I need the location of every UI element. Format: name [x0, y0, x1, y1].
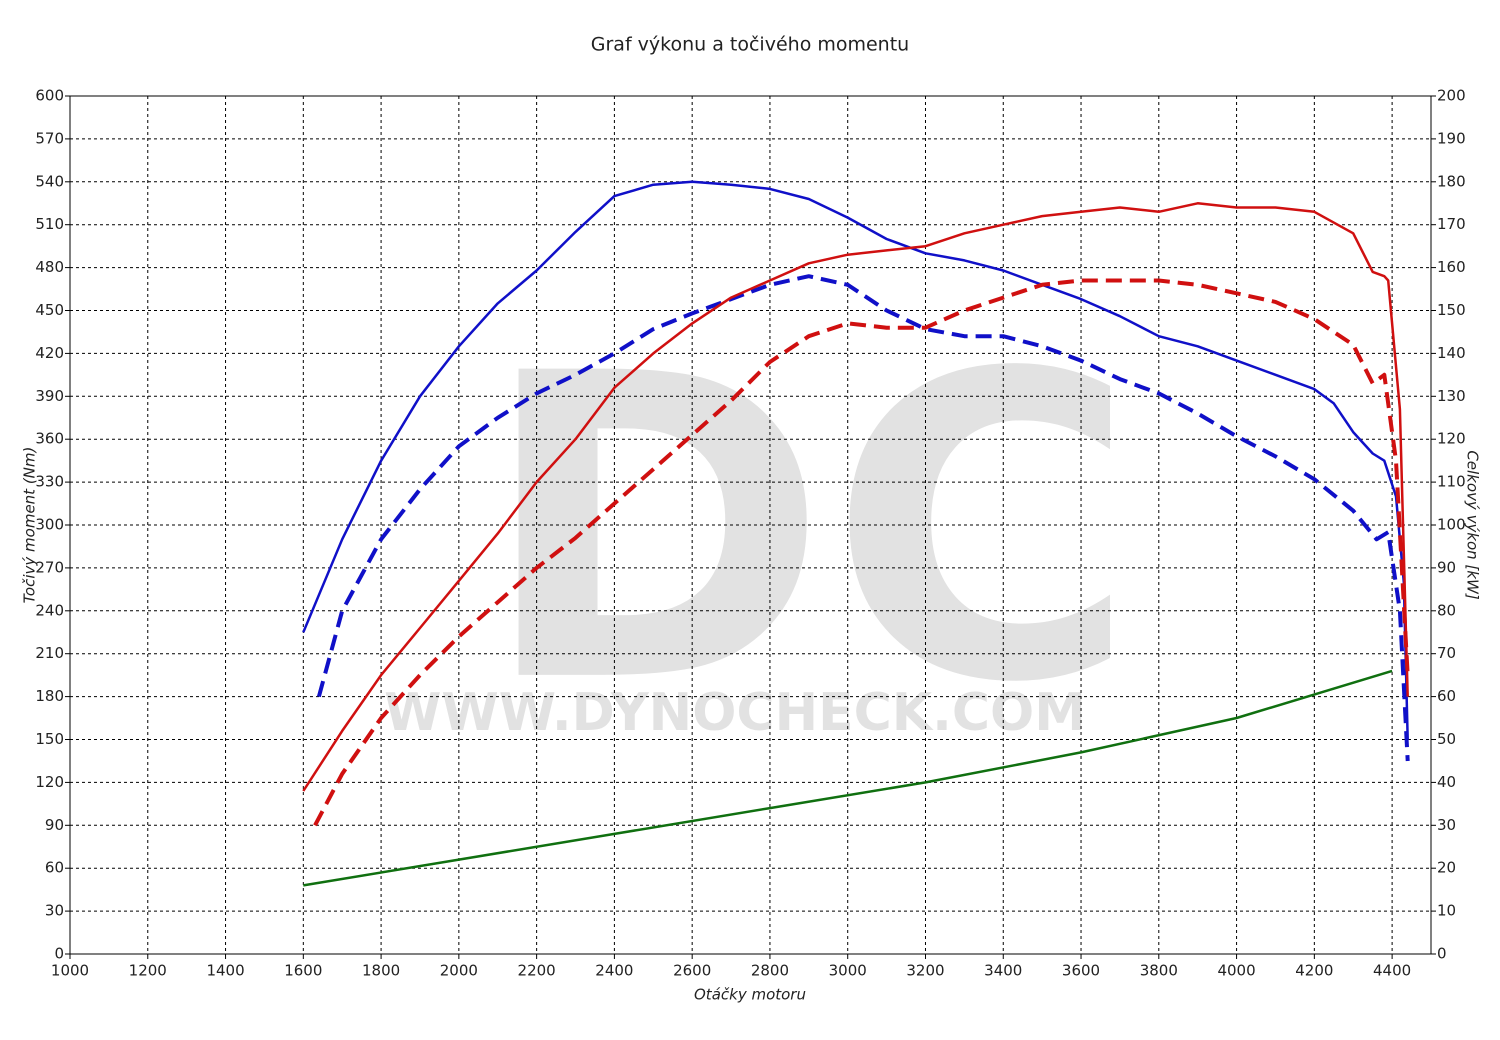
- x-tick-label: 4000: [1217, 962, 1255, 980]
- y2-tick-label: 120: [1437, 430, 1466, 448]
- y-tick-label: 150: [35, 730, 64, 748]
- y2-tick-label: 160: [1437, 258, 1466, 276]
- y2-tick-label: 100: [1437, 516, 1466, 534]
- watermark-url: WWW.DYNOCHECK.COM: [384, 683, 1086, 743]
- x-tick-label: 2200: [518, 962, 556, 980]
- series-line: [302, 202, 1409, 792]
- x-tick-label: 3600: [1062, 962, 1100, 980]
- x-tick-label: 3800: [1140, 962, 1178, 980]
- x-tick-label: 4400: [1373, 962, 1411, 980]
- plot-frame: [69, 95, 1432, 955]
- y-tick-label: 540: [35, 172, 64, 190]
- y2-tick-label: 190: [1437, 129, 1466, 147]
- x-tick-label: 1000: [51, 962, 89, 980]
- x-tick-label: 1400: [206, 962, 244, 980]
- x-tick-label: 3000: [829, 962, 867, 980]
- y-axis-label: Točivý moment (Nm): [21, 447, 39, 604]
- y2-tick-label: 20: [1437, 859, 1456, 877]
- x-tick-label: 2800: [751, 962, 789, 980]
- y-tick-label: 360: [35, 430, 64, 448]
- y-tick-label: 180: [35, 687, 64, 705]
- y-tick-label: 480: [35, 258, 64, 276]
- y-tick-label: 570: [35, 129, 64, 147]
- y-tick-label: 60: [45, 859, 64, 877]
- y-tick-label: 330: [35, 473, 64, 491]
- y2-tick-label: 140: [1437, 344, 1466, 362]
- y-tick-label: 600: [35, 87, 64, 105]
- x-tick-label: 2600: [673, 962, 711, 980]
- x-tick-label: 1200: [129, 962, 167, 980]
- chart-title: Graf výkonu a točivého momentu: [591, 34, 909, 56]
- y-tick-label: 300: [35, 516, 64, 534]
- x-tick-label: 2400: [595, 962, 633, 980]
- series-line: [302, 180, 1409, 740]
- x-tick-label: 3200: [906, 962, 944, 980]
- y2-tick-label: 40: [1437, 773, 1456, 791]
- y-tick-label: 210: [35, 644, 64, 662]
- series-line: [316, 274, 1410, 762]
- y2-tick-label: 180: [1437, 172, 1466, 190]
- y-tick-label: 0: [54, 945, 64, 963]
- y2-tick-label: 170: [1437, 215, 1466, 233]
- y-tick-label: 420: [35, 344, 64, 362]
- y2-tick-label: 150: [1437, 301, 1466, 319]
- x-tick-label: 1800: [362, 962, 400, 980]
- y2-tick-label: 110: [1437, 473, 1466, 491]
- x-tick-label: 2000: [440, 962, 478, 980]
- x-tick-label: 4200: [1295, 962, 1333, 980]
- y2-tick-label: 30: [1437, 816, 1456, 834]
- y2-axis-label: Celkový výkon [kW]: [1464, 450, 1482, 600]
- y-tick-label: 270: [35, 558, 64, 576]
- y2-tick-label: 60: [1437, 687, 1456, 705]
- y2-tick-label: 10: [1437, 902, 1456, 920]
- y2-tick-label: 50: [1437, 730, 1456, 748]
- y-tick-label: 240: [35, 601, 64, 619]
- series-line: [303, 669, 1393, 887]
- y2-tick-label: 80: [1437, 601, 1456, 619]
- y2-tick-label: 130: [1437, 387, 1466, 405]
- y-tick-label: 390: [35, 387, 64, 405]
- series-line: [313, 278, 1410, 827]
- x-axis-label: Otáčky motoru: [694, 986, 806, 1004]
- x-tick-label: 3400: [984, 962, 1022, 980]
- x-tick-label: 1600: [284, 962, 322, 980]
- y2-tick-label: 200: [1437, 87, 1466, 105]
- y-tick-label: 450: [35, 301, 64, 319]
- y2-tick-label: 90: [1437, 558, 1456, 576]
- y-tick-label: 90: [45, 816, 64, 834]
- y2-tick-label: 70: [1437, 644, 1456, 662]
- y-tick-label: 120: [35, 773, 64, 791]
- y-tick-label: 510: [35, 215, 64, 233]
- y2-tick-label: 0: [1437, 945, 1447, 963]
- y-tick-label: 30: [45, 902, 64, 920]
